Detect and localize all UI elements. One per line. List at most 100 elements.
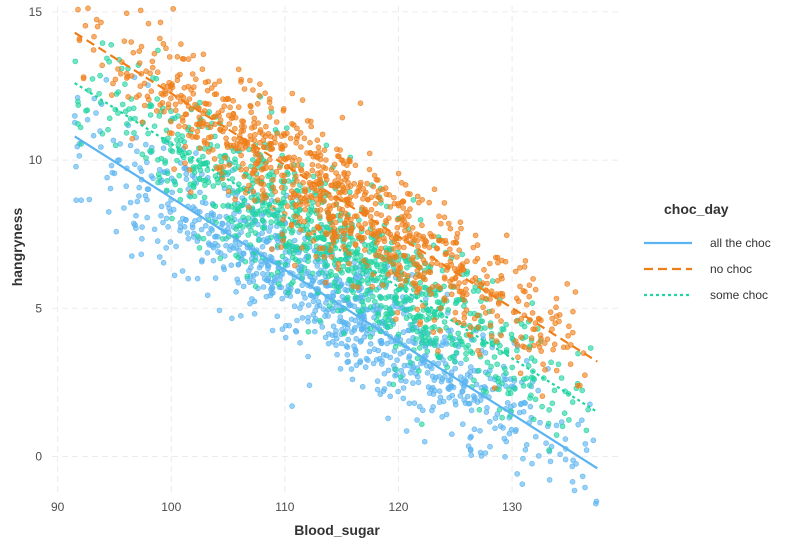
scatter-point bbox=[347, 158, 353, 165]
scatter-point bbox=[161, 108, 167, 115]
scatter-point bbox=[248, 103, 254, 110]
scatter-point bbox=[383, 304, 389, 311]
scatter-point bbox=[523, 441, 530, 448]
scatter-point bbox=[375, 347, 382, 354]
scatter-point bbox=[398, 199, 405, 206]
scatter-point bbox=[315, 298, 322, 305]
scatter-point bbox=[370, 183, 377, 190]
scatter-point bbox=[401, 244, 407, 251]
scatter-point bbox=[368, 194, 375, 201]
scatter-point bbox=[182, 123, 188, 130]
scatter-point bbox=[181, 165, 187, 172]
scatter-point bbox=[254, 178, 261, 185]
scatter-point bbox=[73, 197, 79, 203]
scatter-point bbox=[319, 131, 326, 138]
scatter-point bbox=[163, 245, 169, 251]
scatter-point bbox=[367, 214, 374, 220]
scatter-point bbox=[470, 244, 477, 251]
scatter-point bbox=[308, 123, 315, 130]
scatter-point bbox=[393, 271, 400, 277]
scatter-point bbox=[252, 217, 258, 224]
scatter-point bbox=[437, 394, 444, 401]
scatter-point bbox=[549, 326, 555, 333]
scatter-point bbox=[212, 275, 219, 281]
scatter-point bbox=[337, 314, 344, 320]
scatter-point bbox=[173, 107, 179, 114]
scatter-point bbox=[378, 245, 384, 252]
scatter-point bbox=[301, 135, 308, 142]
scatter-point bbox=[235, 104, 242, 110]
scatter-point bbox=[106, 58, 112, 65]
scatter-point bbox=[176, 172, 182, 179]
scatter-point bbox=[452, 342, 458, 348]
scatter-point bbox=[259, 187, 266, 193]
scatter-point bbox=[297, 339, 303, 346]
scatter-point bbox=[298, 269, 305, 276]
scatter-point bbox=[280, 108, 287, 114]
scatter-point bbox=[421, 438, 428, 445]
scatter-point bbox=[74, 143, 81, 150]
scatter-point bbox=[217, 117, 224, 123]
scatter-point bbox=[547, 309, 554, 316]
scatter-point bbox=[346, 276, 353, 283]
scatter-point bbox=[280, 216, 286, 223]
scatter-point bbox=[348, 366, 355, 372]
scatter-point bbox=[339, 206, 346, 213]
scatter-point bbox=[154, 108, 160, 114]
scatter-point bbox=[475, 367, 482, 374]
scatter-point bbox=[296, 206, 303, 213]
scatter-point bbox=[405, 296, 412, 302]
scatter-point bbox=[177, 187, 183, 194]
scatter-point bbox=[385, 311, 391, 318]
scatter-point bbox=[274, 313, 281, 320]
fit-line bbox=[74, 31, 598, 363]
y-tick-label: 15 bbox=[29, 5, 43, 19]
scatter-point bbox=[338, 340, 345, 347]
scatter-point bbox=[441, 319, 448, 325]
scatter-point bbox=[294, 317, 300, 324]
scatter-point bbox=[449, 336, 456, 343]
scatter-point bbox=[72, 58, 79, 65]
scatter-point bbox=[127, 199, 134, 206]
scatter-point bbox=[249, 296, 255, 302]
scatter-point bbox=[357, 179, 364, 186]
scatter-point bbox=[250, 188, 257, 195]
scatter-point bbox=[208, 85, 215, 91]
scatter-point bbox=[177, 196, 184, 203]
scatter-point bbox=[199, 66, 206, 72]
scatter-point bbox=[445, 377, 452, 384]
scatter-point bbox=[512, 338, 519, 345]
scatter-point bbox=[480, 342, 487, 348]
scatter-point bbox=[416, 344, 423, 351]
scatter-point bbox=[539, 403, 545, 410]
scatter-point bbox=[219, 107, 225, 114]
scatter-point bbox=[141, 102, 148, 109]
scatter-point bbox=[230, 245, 237, 251]
scatter-point bbox=[305, 318, 311, 325]
scatter-point bbox=[230, 98, 236, 104]
scatter-point bbox=[565, 332, 571, 339]
scatter-point bbox=[322, 279, 329, 286]
scatter-point bbox=[259, 174, 265, 181]
scatter-point bbox=[251, 166, 257, 173]
scatter-point bbox=[323, 157, 329, 163]
scatter-point bbox=[550, 346, 556, 353]
scatter-point bbox=[300, 179, 306, 186]
scatter-point bbox=[506, 430, 513, 437]
scatter-point bbox=[391, 194, 397, 201]
scatter-point bbox=[502, 453, 508, 460]
scatter-point bbox=[322, 230, 329, 236]
scatter-point bbox=[504, 400, 511, 406]
scatter-point bbox=[163, 215, 170, 222]
scatter-point bbox=[312, 308, 319, 314]
scatter-point bbox=[223, 135, 229, 142]
scatter-point bbox=[394, 241, 401, 248]
scatter-point bbox=[340, 243, 347, 250]
scatter-point bbox=[431, 324, 437, 330]
scatter-point bbox=[338, 281, 345, 288]
scatter-point bbox=[364, 180, 370, 187]
scatter-point bbox=[512, 268, 519, 275]
scatter-point bbox=[526, 346, 532, 353]
scatter-point bbox=[498, 332, 504, 339]
scatter-point bbox=[487, 322, 494, 329]
